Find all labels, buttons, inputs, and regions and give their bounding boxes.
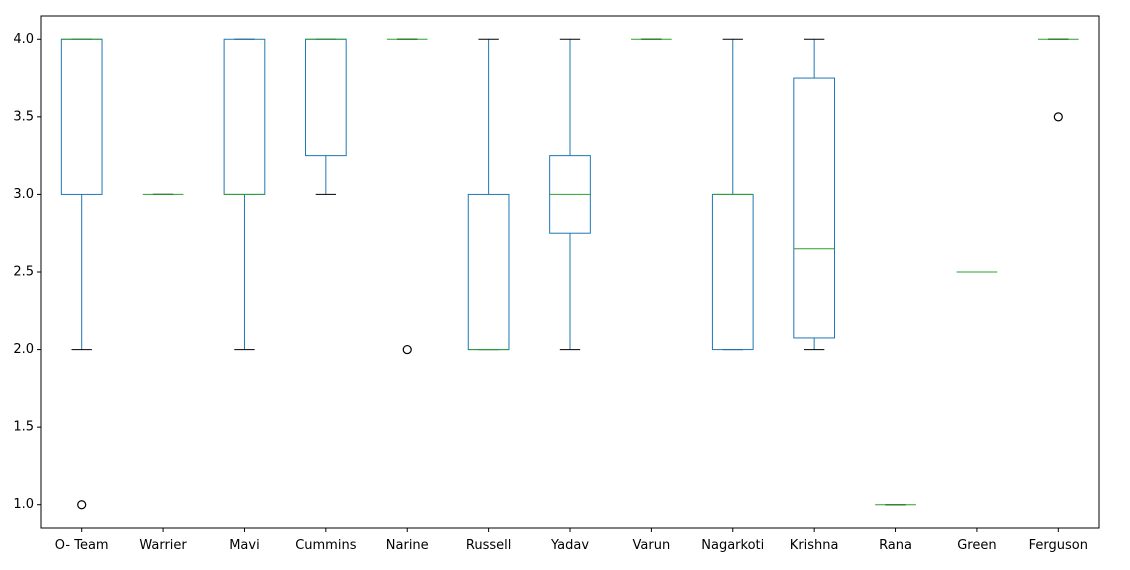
outlier-point (77, 500, 87, 510)
x-tick-label: Warrier (139, 538, 187, 553)
box-russell (467, 38, 510, 351)
box-nagarkoti (711, 38, 754, 351)
x-tick-label: Russell (466, 538, 511, 553)
iqr-box (793, 77, 835, 339)
x-axis: O- Team Warrier Mavi Cummins Narine Russell Ya… (55, 528, 1088, 553)
plot-area (60, 38, 1079, 510)
box-ferguson (1037, 38, 1079, 122)
x-tick-label: Cummins (295, 538, 356, 553)
x-tick-label: Ferguson (1029, 538, 1088, 553)
box-krishna (793, 38, 835, 351)
x-tick-label: Narine (386, 538, 429, 553)
outlier-point (402, 344, 412, 355)
box-cummins (305, 38, 347, 195)
box-yadav (549, 38, 591, 351)
outlier-point (1053, 112, 1063, 122)
y-tick-label: 2.0 (13, 342, 34, 357)
x-tick-label: Nagarkoti (701, 538, 764, 553)
y-tick-label: 1.0 (13, 497, 34, 512)
y-tick-label: 1.5 (13, 420, 34, 435)
x-tick-label: O- Team (55, 538, 109, 553)
x-tick-label: Rana (879, 538, 912, 553)
y-tick-label: 2.5 (13, 265, 34, 280)
x-tick-label: Varun (633, 538, 671, 553)
x-tick-label: Krishna (790, 538, 839, 553)
box-narine (386, 38, 428, 355)
x-tick-label: Green (957, 538, 996, 553)
box-o-team (60, 38, 103, 510)
y-axis: 1.0 1.5 2.0 2.5 3.0 3.5 4.0 (13, 32, 41, 512)
y-tick-label: 3.0 (13, 187, 34, 202)
box-mavi (223, 38, 266, 351)
x-tick-label: Yadav (550, 538, 589, 553)
y-tick-label: 3.5 (13, 109, 34, 124)
y-tick-label: 4.0 (13, 32, 34, 47)
axes-frame (40, 15, 1100, 529)
x-tick-label: Mavi (229, 538, 260, 553)
